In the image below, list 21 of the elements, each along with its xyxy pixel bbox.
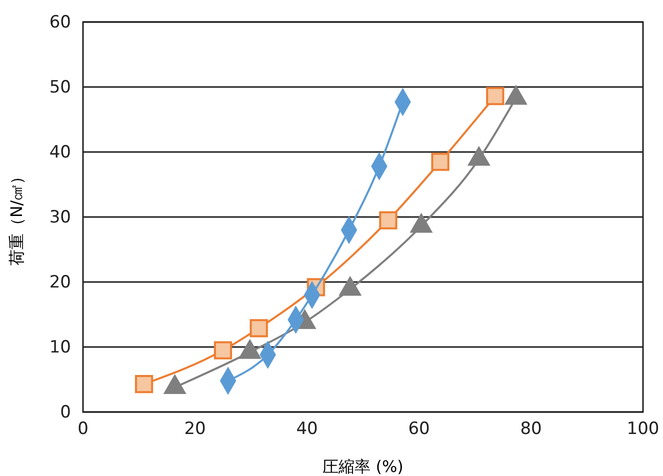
x-tick-label: 60 <box>408 419 430 440</box>
x-tick-label: 100 <box>626 419 660 440</box>
point <box>250 319 268 338</box>
point <box>214 341 232 360</box>
x-tick-label: 80 <box>520 419 542 440</box>
y-tick-label: 20 <box>49 272 71 292</box>
point <box>379 211 398 230</box>
point <box>486 87 504 106</box>
x-axis-title: 圧縮率 (%) <box>322 457 404 476</box>
y-tick-label: 0 <box>60 402 71 422</box>
y-tick-label: 10 <box>49 337 71 358</box>
y-tick-label: 40 <box>49 142 71 162</box>
point <box>134 374 154 394</box>
x-tick-label: 0 <box>78 419 88 440</box>
y-tick-label: 50 <box>49 77 71 98</box>
x-tick-label: 40 <box>296 419 318 440</box>
y-tick-label: 30 <box>49 207 71 228</box>
x-tick-label: 20 <box>184 419 206 440</box>
y-tick-label: 60 <box>49 12 71 32</box>
y-axis-title: 荷重（N/㎠） <box>7 168 26 266</box>
point <box>431 152 450 171</box>
